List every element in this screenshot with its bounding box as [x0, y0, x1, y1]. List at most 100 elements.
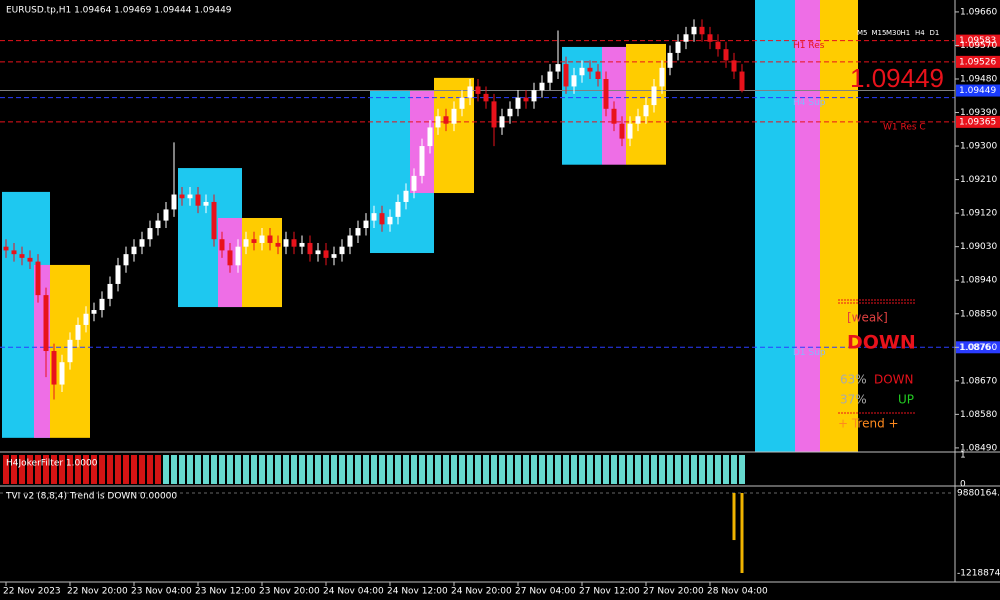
- level-label: H1 Res: [793, 41, 825, 51]
- candle-body: [683, 34, 689, 42]
- signal-column: [795, 0, 820, 452]
- candle-body: [211, 201, 217, 240]
- filter-bar: [107, 455, 113, 484]
- level-label: H4 Sup: [793, 98, 826, 108]
- price-tag: [956, 84, 1000, 97]
- filter-bar: [595, 455, 601, 484]
- candle-body: [523, 97, 529, 102]
- candle-body: [83, 313, 89, 325]
- filter-bar: [203, 455, 209, 484]
- signal-direction: DOWN: [847, 332, 916, 354]
- filter-bar: [379, 455, 385, 484]
- filter-bar: [459, 455, 465, 484]
- x-tick-label: 22 Nov 2023: [3, 587, 61, 597]
- candle-body: [483, 93, 489, 102]
- candle-body: [539, 82, 545, 91]
- candle-body: [315, 250, 321, 255]
- filter-bar: [171, 455, 177, 484]
- candle-body: [323, 250, 329, 258]
- y-tick-label: 1.08670: [960, 376, 997, 386]
- candle-body: [187, 194, 193, 199]
- filter-bar: [267, 455, 273, 484]
- filter-bar: [467, 455, 473, 484]
- filter-bar: [283, 455, 289, 484]
- candle-body: [387, 216, 393, 225]
- filter-bar: [427, 455, 433, 484]
- price-tag: [956, 34, 1000, 47]
- candle-body: [651, 86, 657, 106]
- filter-bar: [547, 455, 553, 484]
- candle-body: [27, 257, 33, 262]
- y-tick-label: 1.09570: [960, 41, 997, 51]
- candle-body: [195, 194, 201, 206]
- candle-body: [411, 175, 417, 191]
- filter-bar: [115, 455, 121, 484]
- filter-bar: [715, 455, 721, 484]
- filter-bar: [139, 455, 145, 484]
- candle-body: [555, 64, 561, 72]
- filter-bar: [395, 455, 401, 484]
- candle-body: [419, 146, 425, 176]
- filter-bar: [611, 455, 617, 484]
- candle-body: [107, 283, 113, 299]
- signal-strength: [weak]: [847, 311, 888, 325]
- candle-body: [19, 254, 25, 258]
- filter-bar: [723, 455, 729, 484]
- candle-body: [643, 105, 649, 117]
- filter-bar: [219, 455, 225, 484]
- candle-body: [723, 49, 729, 61]
- filter-bar: [187, 455, 193, 484]
- y-tick-label: 1.09300: [960, 142, 997, 152]
- price-tag-label: 1.09583: [959, 36, 996, 46]
- candle-body: [171, 194, 177, 210]
- candle-body: [371, 213, 377, 221]
- candle-body: [715, 41, 721, 50]
- candle-body: [219, 239, 225, 251]
- filter-bar: [299, 455, 305, 484]
- price-tag-label: 1.0876: [959, 343, 991, 353]
- filter-bar: [603, 455, 609, 484]
- timeframe-label: M15: [872, 29, 887, 37]
- price-tag: [956, 341, 1000, 354]
- candle-body: [379, 213, 385, 225]
- candle-body: [331, 254, 337, 258]
- candle-body: [275, 242, 281, 247]
- filter-bar: [619, 455, 625, 484]
- filter-bar: [635, 455, 641, 484]
- filter-bar: [659, 455, 665, 484]
- candle-body: [299, 242, 305, 247]
- filter-bar: [563, 455, 569, 484]
- x-tick-label: 24 Nov 04:00: [323, 587, 384, 597]
- x-tick-label: 23 Nov 20:00: [259, 587, 320, 597]
- candle-body: [163, 209, 169, 221]
- candle-body: [507, 108, 513, 117]
- filter-bar: [27, 455, 33, 484]
- candle-body: [571, 75, 577, 87]
- candle-body: [427, 127, 433, 147]
- filter-bar: [667, 455, 673, 484]
- filter-bar: [507, 455, 513, 484]
- filter-bar: [387, 455, 393, 484]
- candle-body: [147, 228, 153, 240]
- filter-tick-label: 1: [960, 451, 966, 461]
- filter-bar: [691, 455, 697, 484]
- candle-body: [251, 239, 257, 243]
- candle-body: [203, 201, 209, 206]
- filter-bar: [291, 455, 297, 484]
- candle-body: [675, 41, 681, 53]
- price-tag: [956, 115, 1000, 128]
- tvi-bar: [740, 493, 744, 573]
- candle-body: [59, 362, 65, 385]
- timeframe-label: H4: [915, 29, 925, 37]
- candle-body: [3, 246, 9, 251]
- candle-body: [443, 116, 449, 124]
- filter-bar: [147, 455, 153, 484]
- filter-bar: [475, 455, 481, 484]
- candle-body: [115, 265, 121, 284]
- down-percent: 63%: [840, 373, 867, 387]
- candle-body: [587, 67, 593, 72]
- candle-body: [435, 116, 441, 128]
- candle-body: [75, 324, 81, 340]
- candle-body: [283, 239, 289, 247]
